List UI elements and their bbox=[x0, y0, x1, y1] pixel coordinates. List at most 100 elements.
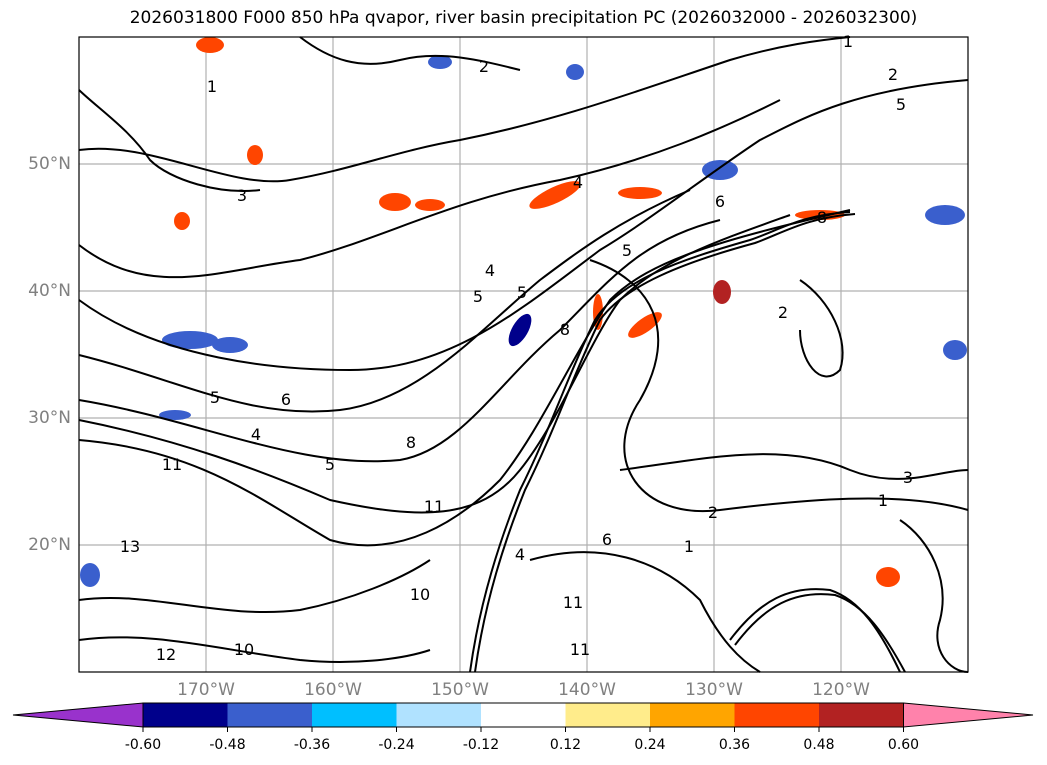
contour-label: 2 bbox=[708, 503, 718, 522]
precip-blob bbox=[628, 312, 662, 338]
lat-tick-label: 30°N bbox=[28, 408, 71, 428]
precip-blob bbox=[159, 410, 191, 420]
precip-blob bbox=[943, 340, 967, 360]
contour-label: 4 bbox=[251, 425, 261, 444]
contour-line bbox=[729, 588, 901, 673]
colorbar-tick-label: -0.60 bbox=[124, 737, 162, 753]
contour-line bbox=[899, 519, 969, 673]
contour-line bbox=[78, 636, 431, 663]
precip-blob bbox=[713, 280, 731, 304]
colorbar-tick-label: -0.12 bbox=[462, 737, 500, 753]
precip-blob bbox=[379, 193, 411, 211]
contour-line bbox=[78, 79, 969, 372]
contour-line bbox=[78, 559, 431, 614]
precip-shading bbox=[80, 37, 967, 587]
contour-label: 3 bbox=[903, 468, 913, 487]
contour-label: 11 bbox=[563, 593, 583, 612]
precip-blob bbox=[212, 337, 248, 353]
precip-blob bbox=[508, 313, 532, 347]
qvapor-contours bbox=[78, 36, 969, 673]
lat-tick-label: 50°N bbox=[28, 154, 71, 174]
contour-line bbox=[469, 211, 851, 673]
contour-label: 11 bbox=[570, 640, 590, 659]
contour-label: 1 bbox=[684, 537, 694, 556]
contour-label: 5 bbox=[473, 287, 483, 306]
colorbar-segment bbox=[734, 703, 819, 727]
contour-line bbox=[589, 259, 969, 513]
contour-line bbox=[78, 189, 691, 413]
contour-label: 13 bbox=[120, 537, 140, 556]
colorbar-segment bbox=[650, 703, 735, 727]
contour-label: 2 bbox=[479, 57, 489, 76]
colorbar-tick-label: 0.36 bbox=[718, 737, 751, 753]
lon-tick-label: 120°W bbox=[812, 680, 870, 700]
graticule bbox=[79, 37, 968, 672]
precip-blob bbox=[566, 64, 584, 80]
contour-label: 1 bbox=[207, 77, 217, 96]
lon-tick-label: 150°W bbox=[431, 680, 489, 700]
contour-label: 5 bbox=[896, 95, 906, 114]
contour-label: 8 bbox=[560, 320, 570, 339]
contour-label: 11 bbox=[162, 455, 182, 474]
contour-label: 4 bbox=[573, 173, 583, 192]
contour-line bbox=[529, 551, 761, 673]
contour-label: 1 bbox=[878, 491, 888, 510]
contour-label: 10 bbox=[410, 585, 430, 604]
contour-label: 6 bbox=[715, 192, 725, 211]
precip-blob bbox=[529, 181, 581, 209]
lon-tick-label: 130°W bbox=[685, 680, 743, 700]
contour-label: 4 bbox=[485, 261, 495, 280]
contour-label: 8 bbox=[406, 433, 416, 452]
lon-tick-label: 170°W bbox=[177, 680, 235, 700]
precip-blob bbox=[174, 212, 190, 230]
contour-label: 6 bbox=[602, 530, 612, 549]
lat-tick-label: 20°N bbox=[28, 535, 71, 555]
contour-label: 1 bbox=[843, 32, 853, 51]
contour-line bbox=[474, 213, 856, 673]
colorbar-tick-label: 0.48 bbox=[803, 737, 835, 753]
precip-blob bbox=[162, 331, 218, 349]
contour-label: 4 bbox=[515, 545, 525, 564]
contour-label: 2 bbox=[778, 303, 788, 322]
contour-line bbox=[78, 36, 851, 183]
contour-label: 5 bbox=[210, 388, 220, 407]
contour-label: 11 bbox=[424, 497, 444, 516]
lon-tick-label: 160°W bbox=[304, 680, 362, 700]
contour-label: 3 bbox=[237, 186, 247, 205]
colorbar-tick-label: -0.24 bbox=[378, 737, 415, 753]
precip-blob bbox=[415, 199, 445, 211]
contour-line bbox=[78, 214, 791, 514]
contour-label: 6 bbox=[281, 390, 291, 409]
colorbar-segment bbox=[227, 703, 312, 727]
contour-line bbox=[299, 36, 521, 71]
colorbar-tick-label: 0.24 bbox=[634, 737, 666, 753]
colorbar-segment bbox=[819, 703, 904, 727]
colorbar-extend-min bbox=[12, 702, 144, 728]
colorbar-segment bbox=[396, 703, 481, 727]
contour-label: 5 bbox=[325, 455, 335, 474]
contour-label: 5 bbox=[622, 241, 632, 260]
contour-line bbox=[78, 89, 261, 192]
contour-line bbox=[734, 593, 906, 673]
precip-blob bbox=[925, 205, 965, 225]
colorbar-segment bbox=[312, 703, 397, 727]
precip-blob bbox=[196, 37, 224, 53]
precip-blob bbox=[428, 55, 452, 69]
precip-blob bbox=[80, 563, 100, 587]
contour-line bbox=[619, 453, 969, 480]
precip-blob bbox=[247, 145, 263, 165]
contour-line bbox=[799, 279, 844, 378]
colorbar-frame bbox=[142, 702, 904, 728]
colorbar-segment bbox=[565, 703, 650, 727]
lon-tick-label: 140°W bbox=[558, 680, 616, 700]
lat-tick-label: 40°N bbox=[28, 281, 71, 301]
colorbar-segment bbox=[143, 703, 228, 727]
contour-label: 10 bbox=[234, 640, 254, 659]
colorbar-extend-max bbox=[903, 702, 1034, 728]
precip-blob bbox=[618, 187, 662, 199]
precip-blob bbox=[876, 567, 900, 587]
contour-label: 2 bbox=[888, 65, 898, 84]
colorbar-tick-label: -0.48 bbox=[209, 737, 246, 753]
